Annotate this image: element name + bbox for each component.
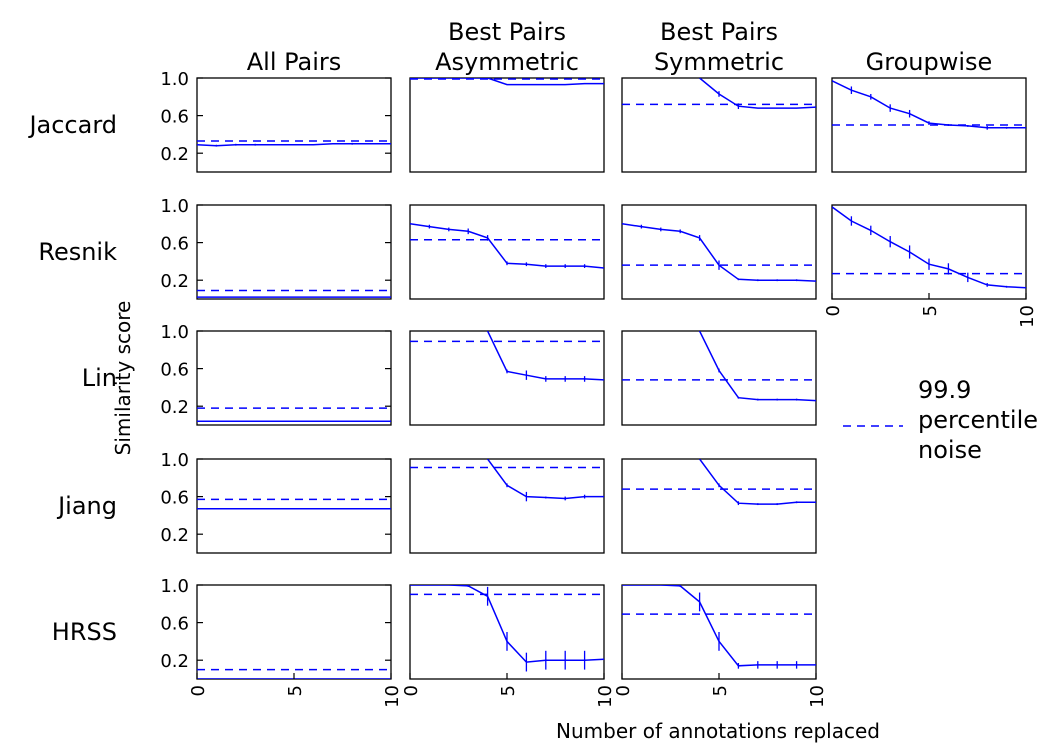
panel-frame [196, 77, 392, 173]
panel-frame [196, 458, 392, 554]
panel-hrss-2: 0 5 10 [613, 584, 828, 708]
y-tick-label: 0.6 [160, 488, 189, 509]
x-tick-label: 5 [710, 685, 731, 696]
y-tick-label: 0.2 [160, 144, 189, 165]
x-tick-label: 10 [382, 685, 403, 708]
row-label-jiang: Jiang [56, 492, 117, 520]
panel-jaccard-0: 1.0 0.6 0.2 [160, 69, 392, 173]
similarity-series-line [486, 459, 604, 500]
y-tick-label: 0.2 [160, 397, 189, 418]
column-title-0-line-0: All Pairs [247, 48, 342, 76]
panel-frame [831, 204, 1027, 300]
x-tick-label: 0 [188, 685, 209, 696]
y-tick-label: 1.0 [160, 196, 189, 217]
panel-frame [196, 330, 392, 426]
panel-resnik-2 [621, 204, 817, 300]
panel-jiang-2 [621, 458, 817, 554]
panel-lin-2 [621, 330, 817, 426]
panel-jaccard-1 [409, 77, 605, 173]
similarity-series-line [622, 223, 816, 282]
panel-jaccard-3 [831, 77, 1027, 173]
x-tick-label: 5 [285, 685, 306, 696]
y-tick-label: 1.0 [160, 450, 189, 471]
panel-hrss-0: 1.0 0.6 0.2 0 5 10 [160, 576, 403, 708]
row-label-lin: Lin [82, 364, 117, 392]
panel-frame [409, 204, 605, 300]
row-label-hrss: HRSS [52, 618, 117, 646]
y-tick-label: 0.2 [160, 651, 189, 672]
x-tick-label: 0 [823, 305, 844, 316]
row-label-resnik: Resnik [38, 238, 117, 266]
panel-frame [621, 330, 817, 426]
y-tick-label: 1.0 [160, 576, 189, 597]
similarity-series-line [410, 223, 604, 269]
panel-lin-1 [409, 330, 605, 426]
y-tick-label: 0.6 [160, 360, 189, 381]
column-title-1-line-1: Asymmetric [435, 48, 579, 76]
panel-jaccard-2 [621, 77, 817, 173]
panel-resnik-1 [409, 204, 605, 300]
panel-hrss-1: 0 5 10 [401, 584, 616, 708]
legend-text-line-1: percentile [918, 406, 1038, 434]
y-tick-label: 0.6 [160, 614, 189, 635]
similarity-series-line [622, 585, 816, 667]
similarity-series-line [698, 331, 816, 402]
y-tick-label: 1.0 [160, 69, 189, 90]
x-tick-label: 10 [807, 685, 828, 708]
x-tick-label: 10 [1017, 305, 1038, 328]
panel-frame [196, 584, 392, 680]
y-tick-label: 0.2 [160, 271, 189, 292]
y-tick-label: 0.6 [160, 107, 189, 128]
panel-frame [409, 330, 605, 426]
panel-frame [621, 77, 817, 173]
similarity-series-line [832, 206, 1026, 289]
legend-text-line-0: 99.9 [918, 376, 971, 404]
similarity-series-line [486, 331, 604, 381]
x-tick-label: 10 [595, 685, 616, 708]
similarity-series-line [699, 78, 816, 109]
panel-frame [409, 77, 605, 173]
y-tick-label: 0.2 [160, 525, 189, 546]
panel-jiang-1 [409, 458, 605, 554]
column-title-2-line-0: Best Pairs [660, 18, 778, 46]
x-tick-label: 0 [401, 685, 422, 696]
similarity-series-line [410, 78, 604, 86]
panel-jiang-0: 1.0 0.6 0.2 [160, 450, 392, 554]
legend-text-line-2: noise [918, 436, 982, 464]
column-title-1-line-0: Best Pairs [448, 18, 566, 46]
x-axis-title: Number of annotations replaced [556, 719, 880, 743]
similarity-series-line [832, 80, 1026, 129]
panel-resnik-3: 0 5 10 [823, 204, 1038, 328]
y-tick-label: 0.6 [160, 234, 189, 255]
similarity-series-line [698, 459, 816, 505]
x-tick-label: 5 [920, 305, 941, 316]
column-title-2-line-1: Symmetric [654, 48, 784, 76]
row-label-jaccard: Jaccard [27, 111, 117, 139]
x-tick-label: 5 [498, 685, 519, 696]
panel-frame [621, 458, 817, 554]
panel-frame [409, 458, 605, 554]
panel-frame [621, 204, 817, 300]
panel-resnik-0: 1.0 0.6 0.2 [160, 196, 392, 300]
y-tick-label: 1.0 [160, 322, 189, 343]
panel-lin-0: 1.0 0.6 0.2 [160, 322, 392, 426]
y-axis-title: Similarity score [111, 301, 135, 456]
panel-frame [196, 204, 392, 300]
column-title-3-line-0: Groupwise [866, 48, 993, 76]
x-tick-label: 0 [613, 685, 634, 696]
similarity-series-line [197, 143, 391, 147]
